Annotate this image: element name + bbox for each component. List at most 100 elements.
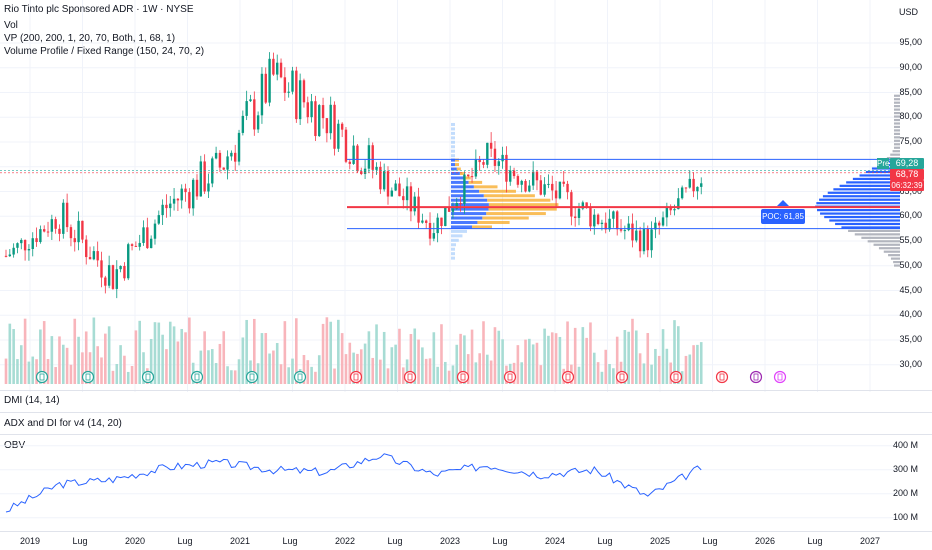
time-tick: 2026: [755, 536, 776, 546]
event-marker: [615, 370, 629, 384]
volume-bar: [600, 371, 604, 384]
event-marker: [349, 370, 363, 384]
volume-bar: [153, 322, 157, 384]
vp-fixed-row: [472, 225, 492, 229]
volume-bar: [123, 355, 126, 384]
volume-bar: [371, 357, 375, 384]
vp-row: [833, 188, 900, 191]
vp-row: [873, 243, 900, 246]
candle-body: [623, 230, 627, 232]
candle-body: [398, 183, 401, 197]
vp-fixed-row: [451, 234, 463, 238]
vp-fixed-row: [482, 216, 529, 220]
volume-bar: [688, 354, 692, 384]
volume-bar: [424, 358, 428, 384]
volume-bar: [210, 349, 214, 384]
vp-fixed-row: [451, 225, 473, 229]
candle-body: [382, 171, 386, 190]
indicator-vp-fixed[interactable]: Volume Profile / Fixed Range (150, 24, 7…: [4, 46, 205, 57]
candle-body: [516, 176, 520, 185]
candle-body: [531, 171, 535, 186]
candle-body: [260, 73, 264, 116]
vp-row: [894, 101, 900, 104]
indicator-dmi[interactable]: DMI (14, 14): [4, 395, 60, 406]
level-lines: [0, 158, 900, 230]
event-icon: [297, 373, 303, 381]
vp-fixed-row: [455, 158, 459, 162]
candle-body: [276, 62, 279, 75]
volume-bar: [168, 321, 172, 384]
price-chart[interactable]: [0, 0, 932, 392]
candle-body: [497, 161, 500, 166]
candle-body: [241, 115, 245, 133]
time-tick: 2020: [125, 536, 146, 546]
volume-bar: [478, 353, 481, 384]
pane-separator[interactable]: [0, 412, 932, 413]
candle-body: [459, 203, 462, 205]
pane-separator[interactable]: [0, 434, 932, 435]
candle-body: [4, 255, 8, 257]
vp-row: [852, 177, 900, 181]
chart-title[interactable]: Rio Tinto plc Sponsored ADR · 1W · NYSE: [4, 4, 194, 15]
poc-label[interactable]: POC: 61,85: [761, 209, 805, 224]
pane-separator[interactable]: [0, 390, 932, 391]
candle-body: [585, 202, 588, 207]
volume-bar: [363, 343, 367, 384]
vp-row: [846, 181, 900, 184]
candle-body: [111, 265, 115, 289]
volume-bar: [596, 362, 600, 384]
pre-market-badge: Pre: [877, 158, 890, 169]
vp-row: [819, 198, 900, 201]
volume-bar: [646, 333, 650, 384]
volume-bar: [256, 363, 260, 384]
volume-bar: [608, 363, 611, 384]
event-marker: [81, 370, 95, 384]
vp-row: [867, 240, 900, 243]
event-marker: [190, 370, 204, 384]
candle-body: [88, 257, 92, 260]
volume-bar: [447, 370, 451, 384]
candle-body: [535, 171, 539, 181]
candle-body: [409, 186, 413, 212]
volume-bar: [554, 333, 558, 384]
volume-bar: [287, 367, 290, 384]
candle-body: [501, 154, 504, 162]
candle-body: [413, 196, 416, 212]
event-icon: [753, 373, 759, 381]
candle-body: [402, 196, 405, 201]
volume-bar: [631, 318, 634, 384]
candle-body: [54, 219, 57, 229]
volume-bar: [126, 371, 130, 384]
vp-fixed-row: [451, 207, 489, 211]
indicator-adx[interactable]: ADX and DI for v4 (14, 20): [4, 418, 122, 429]
candle-body: [253, 99, 256, 130]
volume-bar: [264, 333, 268, 384]
volume-bar: [344, 354, 348, 384]
indicator-vp[interactable]: VP (200, 200, 1, 20, 70, Both, 1, 68, 1): [4, 33, 176, 44]
volume-bar: [134, 330, 138, 384]
vp-fixed-row: [451, 131, 455, 135]
volume-bar: [669, 362, 672, 384]
currency-label[interactable]: USD: [898, 7, 918, 17]
candle-body: [425, 220, 428, 223]
vp-fixed-row: [451, 149, 455, 153]
candle-body: [463, 174, 466, 205]
volume-bar: [275, 343, 279, 384]
volume-bar: [459, 333, 462, 384]
vp-row: [892, 150, 900, 153]
candle-body: [489, 142, 493, 149]
candle-body: [96, 251, 99, 261]
volume-bar: [543, 328, 546, 384]
event-icon: [39, 373, 45, 381]
volume-bar: [69, 364, 73, 384]
obv-chart[interactable]: [0, 435, 900, 531]
volume-bar: [356, 353, 359, 384]
volume-bar: [218, 343, 222, 384]
volume-bar: [111, 370, 115, 384]
candle-body: [8, 254, 12, 257]
vp-fixed-row: [488, 203, 559, 207]
event-marker: [35, 370, 49, 384]
volume-bar: [12, 329, 15, 384]
candle-body: [650, 229, 653, 251]
indicator-vol[interactable]: Vol: [4, 20, 18, 31]
